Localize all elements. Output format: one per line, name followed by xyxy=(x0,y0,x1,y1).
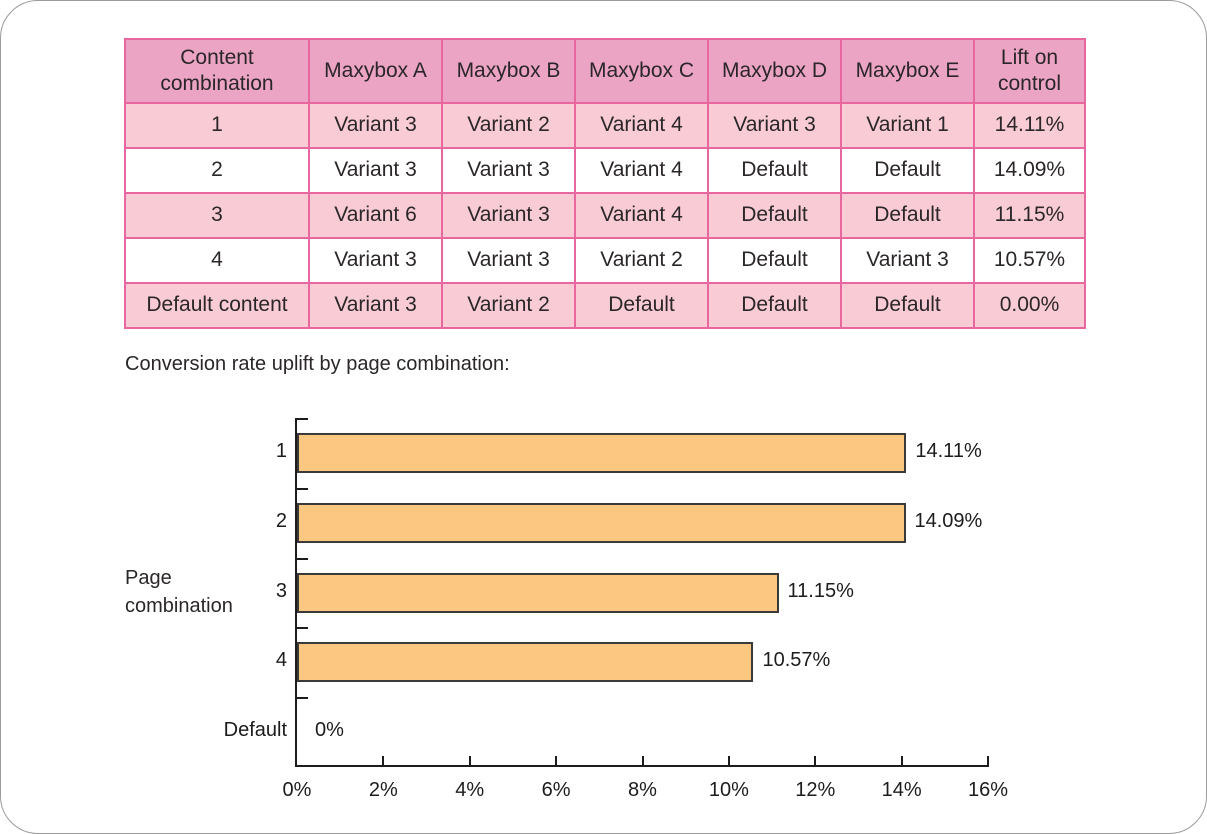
lift-cell: 11.15% xyxy=(973,192,1086,239)
bar xyxy=(297,502,906,543)
row-label-cell: 3 xyxy=(124,192,310,239)
bar-value-label: 11.15% xyxy=(787,579,854,602)
category-label: 3 xyxy=(275,579,287,602)
y-axis-title: Page combination xyxy=(125,567,233,617)
category-label: 2 xyxy=(275,509,287,532)
row-label-cell: 4 xyxy=(124,237,310,284)
table-row: Default content Variant 3 Variant 2 Default… xyxy=(124,282,1086,329)
variant-cell: Variant 4 xyxy=(574,192,709,239)
x-tick-label: 8% xyxy=(628,779,657,801)
variant-cell: Variant 4 xyxy=(574,102,709,149)
bar-value-label: 14.11% xyxy=(915,439,982,462)
variant-cell: Default xyxy=(707,147,842,194)
variant-cell: Variant 1 xyxy=(840,102,975,149)
variant-cell: Variant 3 xyxy=(308,102,443,149)
bar-value-label: 14.09% xyxy=(914,509,983,532)
x-axis-line xyxy=(295,765,988,767)
x-axis-tick xyxy=(727,756,730,767)
column-header: Maxybox E xyxy=(840,38,975,104)
x-axis-tick xyxy=(468,756,471,767)
column-header: Maxybox D xyxy=(707,38,842,104)
x-axis-tick xyxy=(555,756,558,767)
variant-cell: Default xyxy=(707,192,842,239)
row-label-cell: 2 xyxy=(124,147,310,194)
y-axis-tick xyxy=(297,627,308,630)
variant-cell: Default xyxy=(840,192,975,239)
x-tick-label: 6% xyxy=(541,779,571,801)
x-tick-label: 10% xyxy=(708,779,749,801)
category-label: 4 xyxy=(275,649,287,672)
bar-value-label: 0% xyxy=(315,719,344,742)
y-axis-tick xyxy=(297,697,308,700)
bar-value-label: 10.57% xyxy=(762,649,831,672)
x-tick-label: 16% xyxy=(967,779,1009,801)
lift-cell: 14.09% xyxy=(973,147,1086,194)
table-row: 4 Variant 3 Variant 3 Variant 2 Default Varia… xyxy=(124,237,1086,284)
x-axis-tick xyxy=(814,756,817,767)
x-tick-label: 14% xyxy=(881,779,922,801)
y-axis-tick xyxy=(297,557,308,560)
table-row: 3 Variant 6 Variant 3 Variant 4 Default Defau… xyxy=(124,192,1086,239)
variant-cell: Default xyxy=(707,237,842,284)
variant-cell: Variant 4 xyxy=(574,147,709,194)
column-header: Content combination xyxy=(124,38,310,104)
y-axis-tick xyxy=(297,487,308,490)
variant-cell: Default xyxy=(707,282,842,329)
variant-cell: Variant 2 xyxy=(441,102,576,149)
category-label: Default xyxy=(223,719,287,742)
row-label-cell: 1 xyxy=(124,102,310,149)
y-axis-line xyxy=(295,418,297,767)
variant-cell: Variant 3 xyxy=(840,237,975,284)
category-label: 1 xyxy=(275,439,287,462)
x-axis-tick xyxy=(382,756,385,767)
variant-cell: Variant 2 xyxy=(441,282,576,329)
table-header-row: Content combination Maxybox A Maxybox B Max… xyxy=(124,38,1086,104)
x-axis-tick xyxy=(641,756,644,767)
variant-cell: Variant 3 xyxy=(308,282,443,329)
bar xyxy=(297,642,754,683)
variant-cell: Variant 3 xyxy=(308,147,443,194)
table-row: 2 Variant 3 Variant 3 Variant 4 Default Defau… xyxy=(124,147,1086,194)
chart-caption: Conversion rate uplift by page combinati… xyxy=(125,353,510,375)
variant-cell: Default xyxy=(574,282,709,329)
column-header: Maxybox A xyxy=(308,38,443,104)
lift-cell: 10.57% xyxy=(973,237,1086,284)
column-header: Maxybox C xyxy=(574,38,709,104)
x-tick-label: 12% xyxy=(795,779,836,801)
x-axis-tick xyxy=(900,756,903,767)
column-header: Lift on control xyxy=(973,38,1086,104)
x-tick-label: 0% xyxy=(282,779,312,801)
bar xyxy=(297,572,779,613)
variant-cell: Variant 3 xyxy=(441,147,576,194)
variant-cell: Variant 3 xyxy=(441,192,576,239)
y-axis-tick xyxy=(297,418,308,420)
variant-cell: Default xyxy=(840,282,975,329)
x-tick-label: 4% xyxy=(455,779,485,801)
variant-cell: Variant 6 xyxy=(308,192,443,239)
variant-cell: Variant 3 xyxy=(707,102,842,149)
variant-cell: Default xyxy=(840,147,975,194)
variant-cell: Variant 2 xyxy=(574,237,709,284)
lift-cell: 0.00% xyxy=(973,282,1086,329)
content-combination-table: Content combination Maxybox A Maxybox B Max… xyxy=(124,38,1086,329)
column-header: Maxybox B xyxy=(441,38,576,104)
x-tick-label: 2% xyxy=(368,779,398,801)
row-label-cell: Default content xyxy=(124,282,310,329)
bar xyxy=(297,432,907,473)
variant-cell: Variant 3 xyxy=(441,237,576,284)
x-axis-tick xyxy=(987,756,989,767)
variant-cell: Variant 3 xyxy=(308,237,443,284)
lift-cell: 14.11% xyxy=(973,102,1086,149)
table-row: 1 Variant 3 Variant 2 Variant 4 Variant 3 Var… xyxy=(124,102,1086,149)
